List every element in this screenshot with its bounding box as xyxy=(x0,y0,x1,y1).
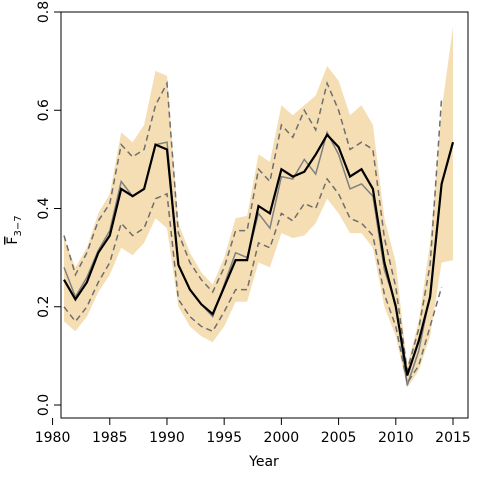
x-tick-label-1995: 1995 xyxy=(206,430,242,446)
y-tick-label-group-0: 0.0 xyxy=(36,394,52,416)
y-axis-title: F3−7 xyxy=(5,215,24,244)
y-tick-label-2: 0.4 xyxy=(36,197,52,219)
series-line-dashed-1 xyxy=(63,80,443,371)
x-tick-label-2005: 2005 xyxy=(321,430,357,446)
series-line-dashed-2 xyxy=(63,177,443,385)
series-layer xyxy=(63,80,455,386)
y-axis-title-subscript: 3−7 xyxy=(13,215,24,236)
y-tick-label-1: 0.2 xyxy=(36,296,52,318)
series-line-main xyxy=(63,132,455,376)
y-tick-label-3: 0.6 xyxy=(36,99,52,121)
x-tick-label-1985: 1985 xyxy=(92,430,128,446)
y-tick-label-group-2: 0.4 xyxy=(36,197,52,219)
x-tick-label-2015: 2015 xyxy=(435,430,471,446)
x-axis: 1980 1985 1990 1995 2000 2005 2010 2015 xyxy=(35,418,471,446)
x-axis-title: Year xyxy=(248,454,279,470)
y-tick-label-group-4: 0.8 xyxy=(36,1,52,23)
x-tick-label-1980: 1980 xyxy=(35,430,71,446)
x-tick-label-2000: 2000 xyxy=(264,430,300,446)
y-tick-label-group-3: 0.6 xyxy=(36,99,52,121)
plot-frame xyxy=(60,11,469,419)
x-tick-label-1990: 1990 xyxy=(149,430,185,446)
y-axis-title-main: F xyxy=(5,237,21,245)
x-tick-label-2010: 2010 xyxy=(378,430,414,446)
y-axis-title-group: F3−7 xyxy=(5,215,24,244)
y-axis: 0.0 0.2 0.4 0.6 0.8 xyxy=(36,1,61,416)
y-tick-label-group-1: 0.2 xyxy=(36,296,52,318)
y-tick-label-4: 0.8 xyxy=(36,1,52,23)
y-tick-label-0: 0.0 xyxy=(36,394,52,416)
